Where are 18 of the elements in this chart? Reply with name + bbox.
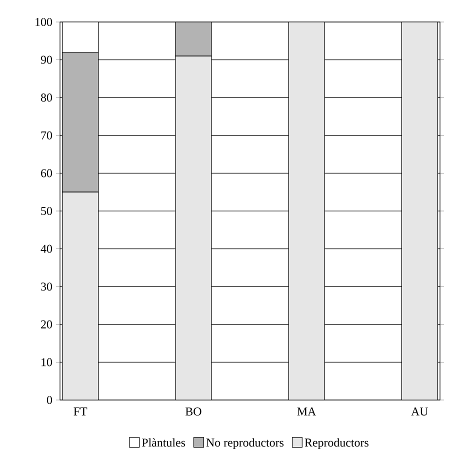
- x-tick-label: MA: [297, 408, 316, 416]
- y-tick-label: 60: [41, 169, 52, 178]
- y-tick-label: 30: [41, 282, 52, 291]
- y-tick-label: 100: [36, 18, 52, 26]
- legend-label: Reproductors: [304, 438, 368, 450]
- y-tick-label: 40: [40, 244, 52, 253]
- x-tick-label: AU: [411, 408, 428, 416]
- y-tick-label: 70: [41, 131, 52, 140]
- legend-label: No reproductors: [206, 438, 284, 450]
- y-tick-label: 10: [42, 358, 52, 366]
- legend-label: Plàntules: [142, 438, 186, 447]
- x-tick-label: BO: [185, 408, 202, 416]
- y-tick-label: 0: [46, 396, 52, 404]
- y-tick-label: 80: [40, 94, 52, 102]
- x-tick-label: FT: [74, 408, 88, 416]
- y-tick-label: 20: [41, 320, 52, 328]
- y-tick-label: 50: [41, 206, 52, 216]
- y-tick-label: 90: [40, 56, 52, 64]
